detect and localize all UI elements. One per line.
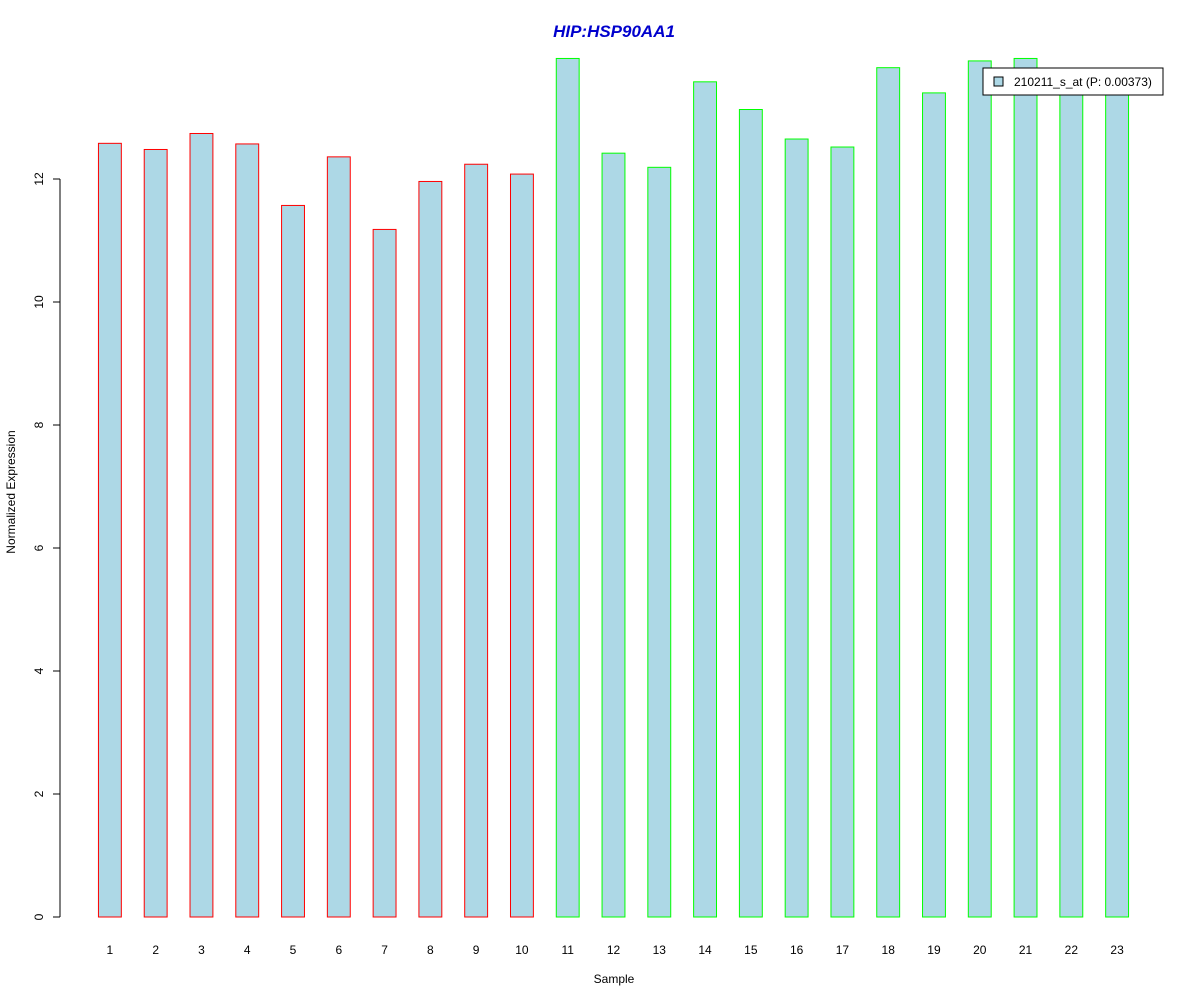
x-tick-label: 23 bbox=[1110, 943, 1124, 957]
x-tick-label: 4 bbox=[244, 943, 251, 957]
bar bbox=[967, 60, 992, 918]
bar bbox=[372, 228, 397, 918]
x-tick-label: 11 bbox=[561, 943, 574, 957]
x-tick-label: 7 bbox=[381, 943, 388, 957]
x-tick-label: 6 bbox=[335, 943, 342, 957]
x-tick-label: 17 bbox=[836, 943, 850, 957]
y-axis-label: Normalized Expression bbox=[4, 430, 18, 553]
bar bbox=[601, 152, 626, 918]
bar bbox=[281, 204, 305, 918]
bars bbox=[97, 57, 1130, 918]
bar bbox=[876, 67, 901, 918]
x-tick-label: 13 bbox=[653, 943, 667, 957]
x-tick-label: 1 bbox=[107, 943, 114, 957]
x-tick-labels: 1 2 3 4 5 6 7 8 9 10 11 12 13 14 15 16 17 18 19 20 21 22 23 bbox=[107, 943, 1125, 957]
y-tick-label: 10 bbox=[32, 295, 46, 309]
x-tick-label: 2 bbox=[152, 943, 159, 957]
bar bbox=[235, 143, 260, 918]
bar bbox=[509, 173, 534, 918]
chart-title: HIP:HSP90AA1 bbox=[553, 22, 675, 41]
x-tick-label: 8 bbox=[427, 943, 434, 957]
y-tick-label: 0 bbox=[32, 913, 46, 920]
x-tick-label: 21 bbox=[1019, 943, 1033, 957]
legend-box bbox=[982, 67, 1164, 96]
bar bbox=[143, 148, 168, 918]
legend-swatch bbox=[993, 76, 1004, 87]
x-tick-label: 22 bbox=[1065, 943, 1079, 957]
x-axis-label: Sample bbox=[594, 972, 635, 986]
x-tick-label: 18 bbox=[882, 943, 896, 957]
bar bbox=[922, 92, 946, 918]
bar bbox=[326, 156, 351, 918]
y-tick-label: 8 bbox=[32, 421, 46, 428]
y-tick-label: 2 bbox=[32, 790, 46, 797]
bar bbox=[693, 81, 718, 918]
bar bbox=[738, 109, 763, 918]
x-tick-label: 14 bbox=[698, 943, 712, 957]
legend-entry: 210211_s_at (P: 0.00373) bbox=[1014, 75, 1152, 89]
x-tick-label: 9 bbox=[473, 943, 480, 957]
bar bbox=[555, 57, 580, 918]
y-tick-label: 4 bbox=[32, 667, 46, 674]
legend: 210211_s_at (P: 0.00373) bbox=[982, 67, 1164, 96]
x-tick-label: 3 bbox=[198, 943, 205, 957]
x-tick-label: 10 bbox=[515, 943, 529, 957]
y-tick-label: 12 bbox=[32, 172, 46, 186]
x-tick-label: 16 bbox=[790, 943, 804, 957]
x-tick-label: 12 bbox=[607, 943, 621, 957]
bar bbox=[464, 163, 489, 918]
y-axis: 0 2 4 6 8 10 12 bbox=[32, 172, 61, 920]
bar bbox=[97, 142, 122, 918]
bar bbox=[418, 180, 443, 918]
bar bbox=[1013, 57, 1038, 918]
x-tick-label: 15 bbox=[744, 943, 758, 957]
bar bbox=[830, 146, 855, 918]
x-tick-label: 19 bbox=[927, 943, 941, 957]
bar bbox=[1105, 80, 1130, 918]
bar bbox=[784, 138, 809, 918]
bar bbox=[1059, 80, 1084, 918]
bar bbox=[647, 166, 672, 918]
x-tick-label: 5 bbox=[290, 943, 297, 957]
y-tick-label: 6 bbox=[32, 544, 46, 551]
x-tick-label: 20 bbox=[973, 943, 987, 957]
bar bbox=[189, 132, 214, 918]
